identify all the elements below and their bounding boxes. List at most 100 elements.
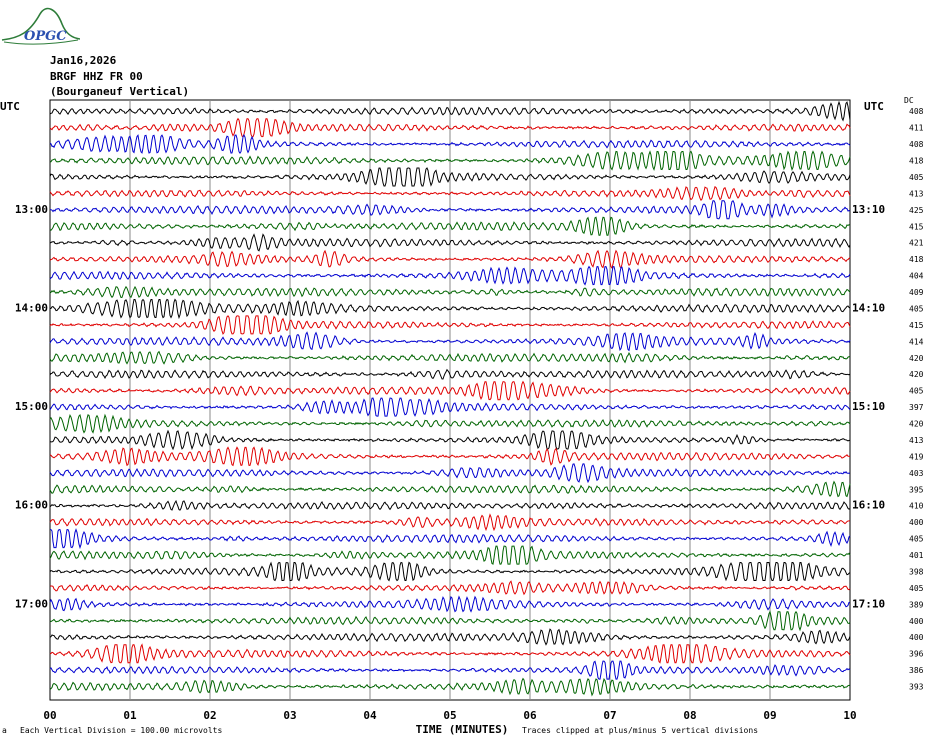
dc-offset-label: 415	[909, 321, 924, 330]
seismic-trace-20	[49, 413, 851, 434]
dc-offset-label: 420	[909, 370, 924, 379]
seismic-trace-25	[49, 499, 851, 511]
dc-offset-label: 413	[909, 189, 924, 198]
seismic-trace-32	[49, 610, 851, 632]
seismic-trace-13	[49, 298, 851, 320]
seismic-trace-3	[49, 134, 851, 154]
seismic-trace-16	[49, 350, 851, 365]
seismic-trace-18	[49, 380, 851, 401]
header-station: BRGF HHZ FR 00	[50, 70, 143, 83]
x-tick-label: 06	[523, 709, 537, 722]
right-hour-label: 17:10	[852, 597, 885, 610]
seismic-trace-9	[49, 233, 851, 252]
seismic-trace-29	[49, 561, 851, 582]
left-hour-label: 17:00	[15, 597, 48, 610]
seismic-trace-24	[49, 480, 851, 498]
x-tick-label: 00	[43, 709, 56, 722]
x-axis-ticks: 00 01 02 03 04 05 06 07 08 09 10	[43, 709, 856, 722]
seismic-trace-36	[49, 677, 850, 697]
dc-label: DC	[904, 96, 914, 105]
dc-offset-label: 389	[909, 600, 924, 609]
dc-offset-label: 414	[909, 337, 924, 346]
logo-mountain-curve	[1, 7, 80, 41]
seismic-trace-31	[49, 595, 851, 613]
dc-offset-label: 400	[909, 617, 924, 626]
seismic-trace-14	[49, 315, 851, 335]
left-utc-label: UTC	[0, 100, 20, 113]
header-date: Jan16,2026	[50, 54, 117, 67]
grid-lines	[49, 99, 851, 701]
right-hour-label: 14:10	[852, 301, 885, 314]
x-tick-label: 03	[283, 709, 296, 722]
dc-offset-label: 418	[909, 255, 924, 264]
dc-offset-label: 397	[909, 403, 924, 412]
opgc-logo: OPGC	[1, 7, 80, 45]
dc-offset-label: 400	[909, 633, 924, 642]
right-hour-label: 16:10	[852, 499, 885, 512]
seismic-trace-22	[49, 446, 851, 467]
dc-offset-label: 418	[909, 157, 924, 166]
seismic-trace-26	[49, 513, 851, 532]
seismic-trace-33	[49, 628, 851, 646]
seismic-trace-30	[49, 580, 851, 596]
clip-note: Traces clipped at plus/minus 5 vertical …	[522, 726, 759, 735]
dc-offset-label: 408	[909, 107, 924, 116]
dc-offset-label: 393	[909, 683, 924, 692]
dc-offset-label: 409	[909, 288, 924, 297]
dc-offset-label: 405	[909, 535, 924, 544]
seismic-trace-34	[49, 643, 851, 664]
seismic-trace-10	[49, 249, 851, 270]
dc-offset-label: 410	[909, 502, 924, 511]
dc-offset-label: 400	[909, 518, 924, 527]
dc-offset-label: 415	[909, 222, 924, 231]
seismic-trace-17	[49, 368, 851, 380]
seismic-trace-5	[49, 167, 851, 187]
seismic-trace-23	[49, 463, 851, 484]
dc-offset-label: 401	[909, 551, 924, 560]
dc-offset-label: 396	[909, 650, 924, 659]
dc-offset-label: 420	[909, 354, 924, 363]
left-hour-label: 13:00	[15, 203, 48, 216]
left-hour-label: 15:00	[15, 400, 48, 413]
logo-swoosh	[3, 39, 79, 45]
left-hour-label: 14:00	[15, 301, 48, 314]
dc-offset-label: 398	[909, 567, 924, 576]
x-tick-label: 10	[843, 709, 856, 722]
seismic-trace-8	[49, 216, 851, 236]
dc-offset-label: 405	[909, 173, 924, 182]
dc-offset-label: 395	[909, 485, 924, 494]
right-hour-label: 15:10	[852, 400, 885, 413]
dc-offset-label: 425	[909, 206, 924, 215]
scale-note: Each Vertical Division = 100.00 microvol…	[20, 726, 223, 735]
dc-offset-label: 411	[909, 124, 924, 133]
left-hour-label: 16:00	[15, 499, 48, 512]
dc-offset-label: 413	[909, 436, 924, 445]
hour-labels: 13:00 14:00 15:00 16:00 17:00 13:10 14:10 15:10…	[15, 203, 885, 611]
dc-offset-label: 405	[909, 584, 924, 593]
dc-offset-label: 386	[909, 666, 924, 675]
right-hour-label: 13:10	[852, 203, 885, 216]
x-tick-label: 09	[763, 709, 776, 722]
seismic-trace-19	[49, 397, 851, 417]
x-tick-label: 08	[683, 709, 696, 722]
logo-text: OPGC	[24, 29, 67, 44]
seismic-trace-4	[49, 150, 851, 171]
x-tick-label: 04	[363, 709, 377, 722]
dc-offset-label: 404	[909, 272, 924, 281]
x-axis-label: TIME (MINUTES)	[416, 723, 509, 736]
x-tick-label: 02	[203, 709, 216, 722]
seismic-trace-12	[49, 285, 851, 299]
dc-offset-label: 419	[909, 452, 924, 461]
dc-offset-labels: 408 411 408 418 405 413 425 415 421 418 404 409 405 4…	[909, 107, 924, 691]
seismic-trace-21	[49, 429, 850, 451]
seismic-trace-27	[50, 528, 851, 550]
seismic-trace-1	[49, 100, 851, 122]
dc-offset-label: 403	[909, 469, 924, 478]
seismic-trace-35	[49, 660, 851, 680]
x-tick-label: 07	[603, 709, 616, 722]
seismic-traces	[49, 100, 851, 697]
seismic-trace-2	[49, 117, 851, 138]
dc-offset-label: 405	[909, 387, 924, 396]
